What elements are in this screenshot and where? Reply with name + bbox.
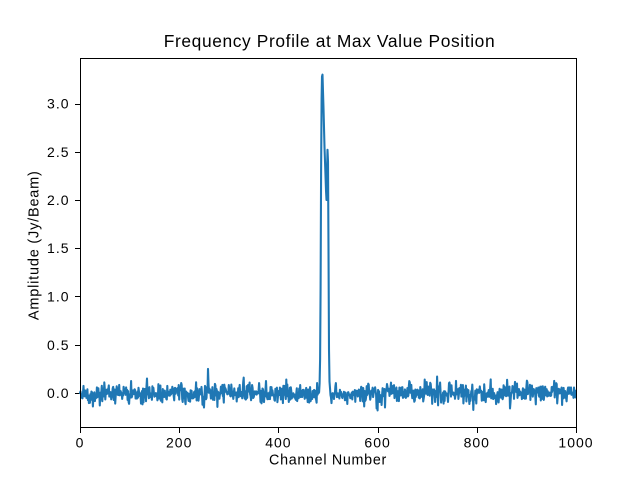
svg-text:200: 200 [166,435,192,451]
svg-text:400: 400 [265,435,291,451]
svg-text:Amplitude (Jy/Beam): Amplitude (Jy/Beam) [27,170,43,320]
svg-text:1.5: 1.5 [47,240,69,256]
svg-text:0.0: 0.0 [47,385,69,401]
svg-text:800: 800 [464,435,490,451]
svg-text:1.0: 1.0 [47,289,69,305]
svg-text:0.5: 0.5 [47,337,69,353]
svg-text:0: 0 [76,435,85,451]
svg-text:2.0: 2.0 [47,192,69,208]
svg-text:600: 600 [364,435,390,451]
svg-text:3.0: 3.0 [47,96,69,112]
svg-text:1000: 1000 [558,435,593,451]
svg-text:2.5: 2.5 [47,144,69,160]
svg-text:Frequency Profile at Max Value: Frequency Profile at Max Value Position [164,31,495,51]
svg-text:Channel Number: Channel Number [269,452,387,468]
